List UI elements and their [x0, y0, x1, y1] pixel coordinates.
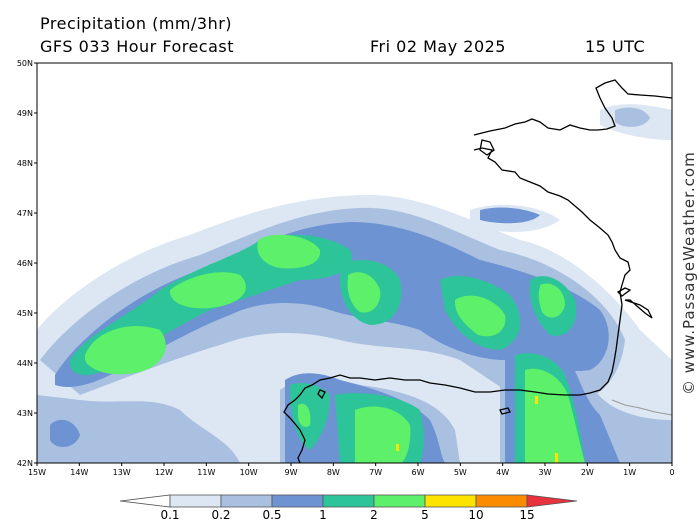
- lat-tick-label: 46N: [17, 259, 33, 268]
- precip-level-5: [396, 396, 558, 463]
- lat-tick-label: 47N: [17, 209, 33, 218]
- legend-swatch: [373, 494, 426, 508]
- lon-tick-label: 7W: [369, 468, 382, 477]
- legend-swatch: [220, 494, 273, 508]
- lat-tick-label: 44N: [17, 359, 33, 368]
- forecast-date: Fri 02 May 2025: [370, 37, 506, 56]
- lon-tick-label: 9W: [285, 468, 298, 477]
- legend-swatch-high: [526, 494, 578, 508]
- lon-tick-label: 13W: [113, 468, 131, 477]
- lon-tick-label: 5W: [454, 468, 467, 477]
- precipitation-field: [37, 104, 672, 463]
- legend-label: 10: [468, 508, 483, 522]
- legend-swatch: [424, 494, 477, 508]
- lat-tick-label: 42N: [17, 459, 33, 468]
- longitude-axis: 15W 14W 13W 12W 11W 10W 9W 8W 7W 6W 5W 4W 3W 2W 1W 0: [28, 463, 675, 477]
- lon-tick-label: 0: [669, 468, 674, 477]
- lon-tick-label: 14W: [70, 468, 88, 477]
- lat-tick-label: 45N: [17, 309, 33, 318]
- lon-tick-label: 6W: [412, 468, 425, 477]
- watermark-text: © www.PassageWeather.com: [680, 151, 698, 395]
- lat-tick-label: 49N: [17, 109, 33, 118]
- legend-label: 0.5: [262, 508, 281, 522]
- lon-tick-label: 11W: [197, 468, 215, 477]
- latitude-axis: 50N 49N 48N 47N 46N 45N 44N 43N 42N: [17, 59, 37, 468]
- legend-swatch: [271, 494, 324, 508]
- legend-swatch: [169, 494, 222, 508]
- lon-tick-label: 12W: [155, 468, 173, 477]
- legend-label: 2: [370, 508, 378, 522]
- legend-swatch: [322, 494, 375, 508]
- legend-colorbar: 0.1 0.2 0.5 1 2 5 10 15: [119, 494, 578, 522]
- lon-tick-label: 10W: [240, 468, 258, 477]
- legend-swatch: [475, 494, 528, 508]
- lon-tick-label: 15W: [28, 468, 46, 477]
- legend-label: 1: [319, 508, 327, 522]
- coastline: [283, 79, 672, 463]
- legend-label: 15: [519, 508, 534, 522]
- lon-tick-label: 8W: [327, 468, 340, 477]
- legend-label: 0.1: [160, 508, 179, 522]
- lon-tick-label: 1W: [623, 468, 636, 477]
- legend-label: 0.2: [211, 508, 230, 522]
- legend-label: 5: [421, 508, 429, 522]
- legend-swatch-low: [119, 494, 171, 508]
- lon-tick-label: 4W: [496, 468, 509, 477]
- lat-tick-label: 50N: [17, 59, 33, 68]
- map-frame: [36, 62, 673, 464]
- lon-tick-label: 3W: [539, 468, 552, 477]
- forecast-time: 15 UTC: [585, 37, 646, 56]
- lat-tick-label: 48N: [17, 159, 33, 168]
- lat-tick-label: 43N: [17, 409, 33, 418]
- border-line: [611, 399, 672, 416]
- lon-tick-label: 2W: [581, 468, 594, 477]
- forecast-model-label: GFS 033 Hour Forecast: [40, 37, 235, 56]
- chart-title: Precipitation (mm/3hr): [40, 14, 233, 33]
